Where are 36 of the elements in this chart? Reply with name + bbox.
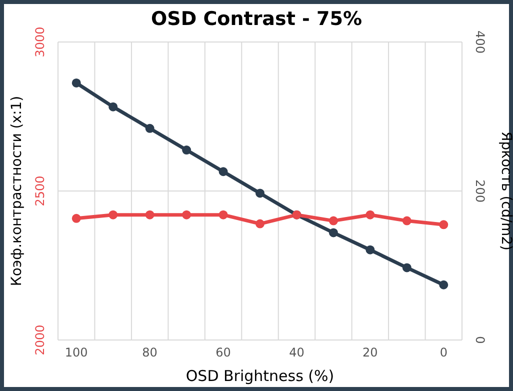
y2-tick-label: 200 <box>473 180 487 202</box>
y-tick-label: 2500 <box>33 176 47 206</box>
x-tick-label: 20 <box>362 346 378 360</box>
point <box>328 228 338 238</box>
y2-tick-label: 0 <box>473 336 487 344</box>
y-tick-label: 2000 <box>33 324 47 356</box>
point <box>439 280 448 290</box>
point <box>366 210 375 220</box>
point <box>145 124 154 133</box>
point <box>218 167 228 176</box>
point <box>256 219 264 228</box>
point <box>182 146 192 155</box>
x-tick-label: 0 <box>440 346 448 360</box>
point <box>366 245 375 254</box>
point <box>108 210 118 220</box>
point <box>108 102 118 112</box>
point <box>145 210 154 220</box>
y2-tick-label: 400 <box>473 30 487 54</box>
point <box>256 188 264 198</box>
y-axis-title: Коэф.контрастности (x:1) <box>8 96 25 286</box>
point <box>402 216 412 226</box>
x-tick-label: 60 <box>216 346 231 360</box>
x-tick-label: 80 <box>142 346 158 360</box>
chart-title: OSD Contrast - 75% <box>150 8 362 30</box>
point <box>72 78 81 88</box>
x-tick-label: 40 <box>289 346 304 360</box>
point <box>402 263 412 272</box>
x-axis-title: OSD Brightness (%) <box>186 367 334 385</box>
point <box>328 216 338 226</box>
point <box>439 220 448 230</box>
point <box>218 210 228 220</box>
point <box>72 214 81 223</box>
y-tick-label: 3000 <box>33 26 47 58</box>
point <box>182 210 192 220</box>
x-tick-label: 100 <box>64 346 88 360</box>
y2-axis-title: Яркость (cd/m2) <box>498 132 513 250</box>
